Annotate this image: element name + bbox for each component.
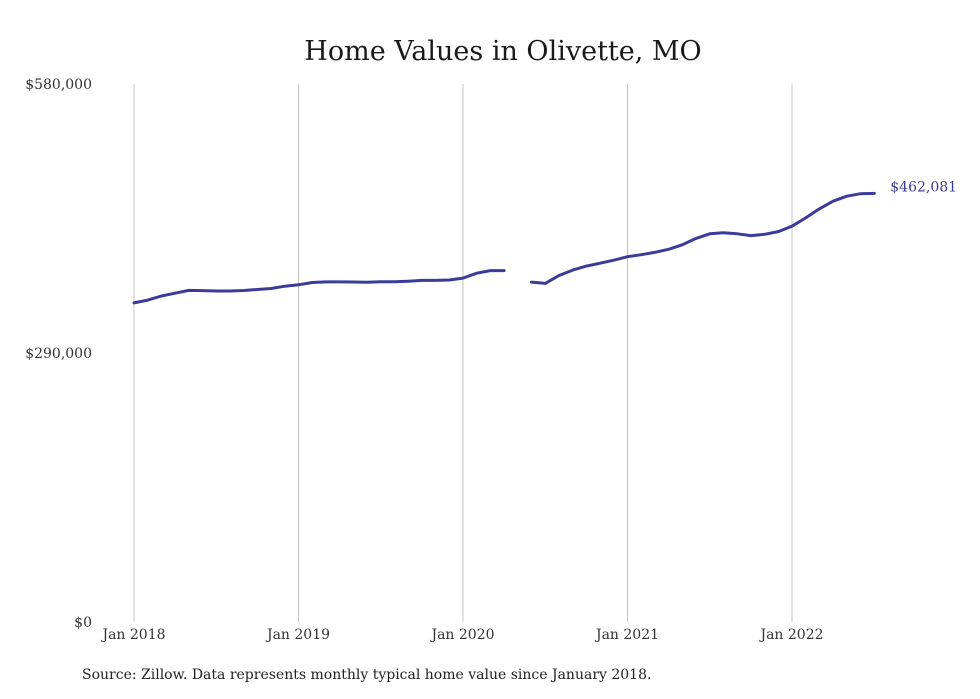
x-tick-label: Jan 2022 — [758, 627, 823, 643]
line-chart: Home Values in Olivette, MO $0 $290,000 $5… — [25, 36, 957, 643]
x-tick-label: Jan 2018 — [100, 627, 165, 643]
y-tick-label: $290,000 — [25, 346, 92, 362]
x-tick-label: Jan 2020 — [429, 627, 494, 643]
series-line-segment — [530, 191, 876, 285]
y-axis-ticks: $0 $290,000 $580,000 — [25, 77, 92, 631]
end-value-label: $462,081 — [890, 179, 957, 195]
chart-title: Home Values in Olivette, MO — [304, 36, 701, 67]
source-note: Source: Zillow. Data represents monthly … — [82, 667, 652, 683]
x-axis-ticks: Jan 2018 Jan 2019 Jan 2020 Jan 2021 Jan 2022 — [100, 627, 823, 643]
x-tick-label: Jan 2019 — [265, 627, 330, 643]
x-tick-label: Jan 2021 — [594, 627, 659, 643]
gridlines — [133, 84, 793, 622]
y-tick-label: $580,000 — [25, 77, 92, 93]
y-tick-label: $0 — [74, 615, 92, 631]
series-lines — [132, 191, 876, 305]
series-line-segment — [132, 269, 506, 305]
